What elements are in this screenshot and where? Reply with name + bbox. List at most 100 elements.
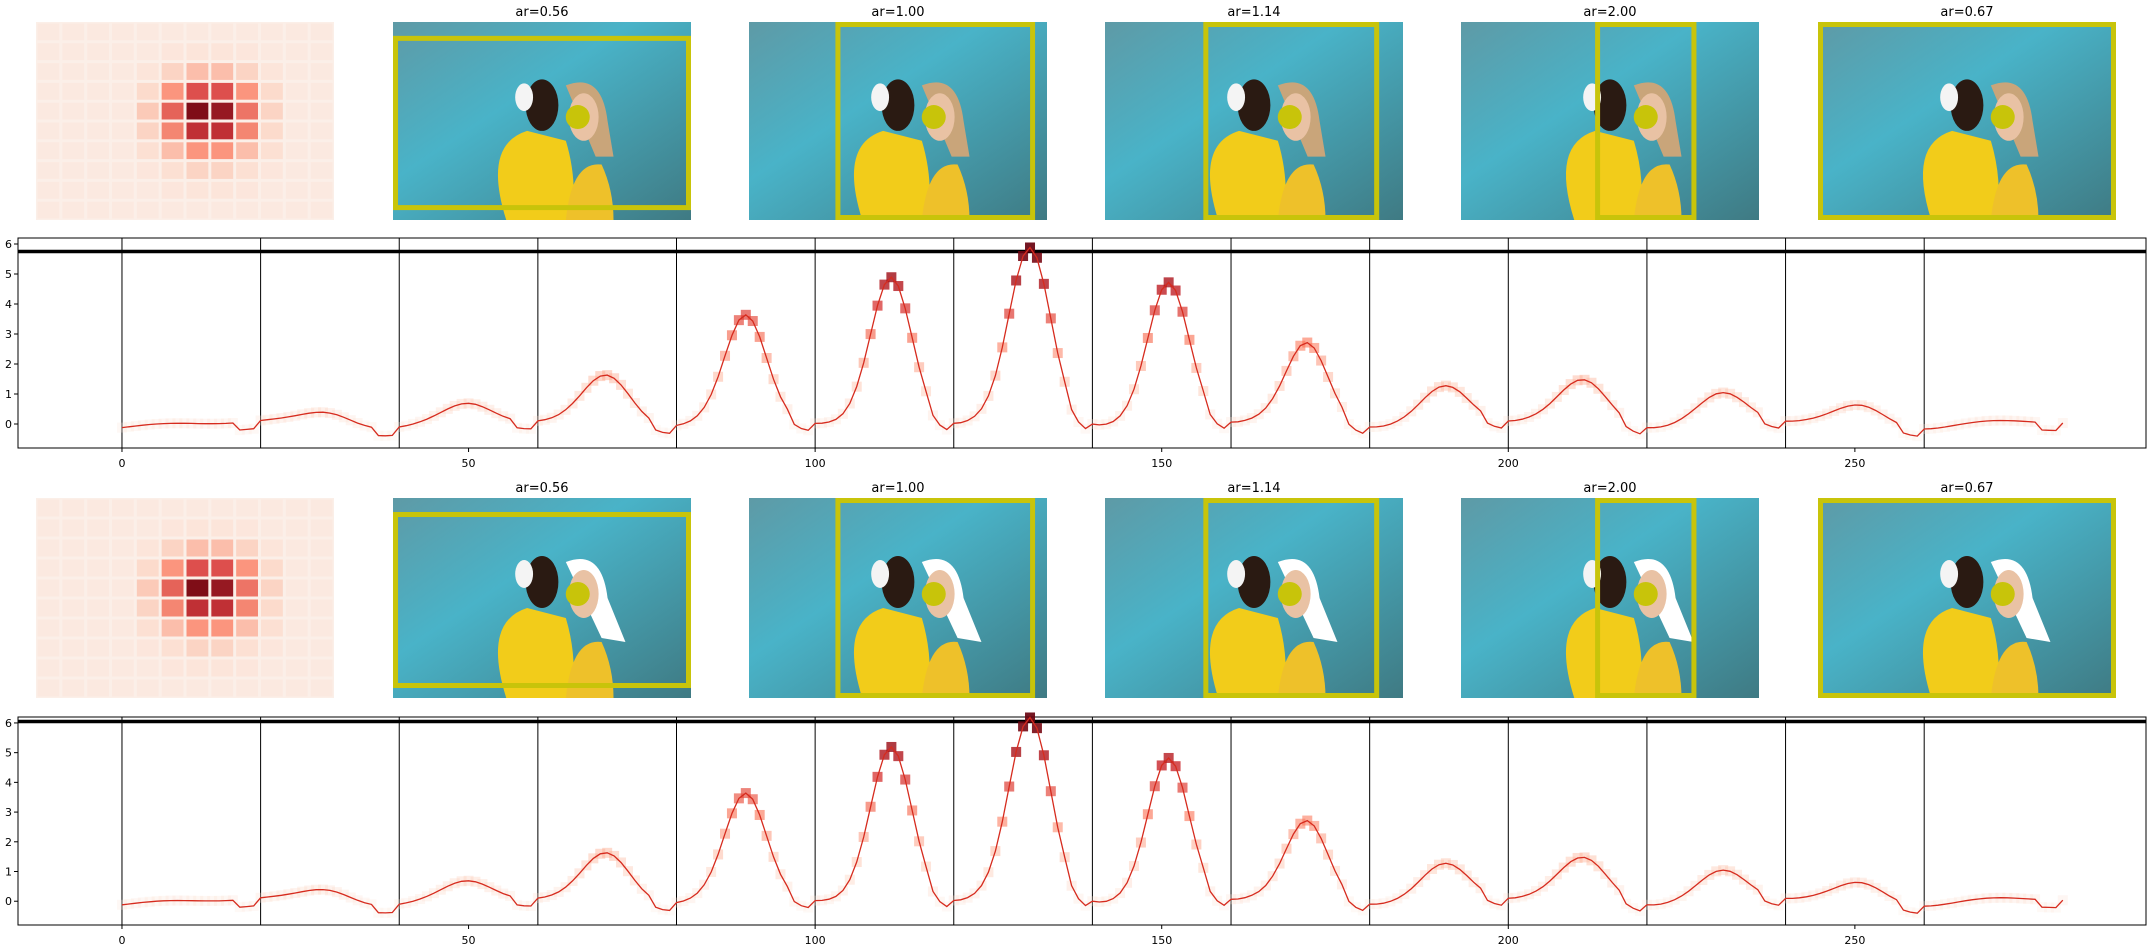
heatmap-cell <box>261 122 283 140</box>
heatmap-cell <box>112 181 134 199</box>
heatmap-cell <box>62 679 85 697</box>
heatmap-cell <box>236 102 258 120</box>
crop-frame <box>1818 22 2116 220</box>
heatmap-cell <box>112 559 134 577</box>
heatmap-cell <box>261 659 283 677</box>
heatmap-cell <box>161 499 184 517</box>
heatmap-cell <box>136 659 159 677</box>
thumbnail-title: ar=0.67 <box>1940 481 1993 496</box>
heatmap-cell <box>161 181 184 199</box>
person-right-top <box>1633 641 1682 698</box>
heatmap-cell <box>87 619 109 637</box>
headphones-icon <box>515 560 534 588</box>
heatmap-cell <box>285 23 308 41</box>
heatmap-cell <box>112 142 134 160</box>
thumbnail-title: ar=0.56 <box>515 5 568 20</box>
heatmap-cell <box>261 559 283 577</box>
heatmap-cell <box>310 162 333 179</box>
heatmap-cell <box>87 499 109 517</box>
heatmap-cell <box>37 579 60 597</box>
heatmap-cell <box>236 142 258 160</box>
person-left-shirt <box>1922 608 1999 698</box>
heatmap-cell <box>37 679 60 697</box>
focus-dot <box>565 582 590 606</box>
heatmap-cell <box>136 599 159 617</box>
plot-frame <box>17 237 2147 449</box>
heatmap-cell <box>261 519 283 537</box>
photo-thumbnail: ar=1.00 <box>749 481 1047 698</box>
x-tick-label: 0 <box>118 457 125 470</box>
heatmap-cell <box>62 201 85 219</box>
heatmap-cell <box>186 181 209 199</box>
heatmap-cell <box>62 162 85 179</box>
heatmap-cell <box>236 181 258 199</box>
heatmap-cell <box>285 63 308 80</box>
heatmap-cell <box>211 162 234 179</box>
heatmap-cell <box>236 519 258 537</box>
heatmap-cell <box>87 122 109 140</box>
person-right-top <box>1990 641 2039 698</box>
heatmap-cell <box>112 639 134 657</box>
heatmap-cell <box>236 639 258 657</box>
person-left-shirt <box>1565 608 1642 698</box>
heatmap-cell <box>211 599 234 617</box>
heatmap-cell <box>136 499 159 517</box>
heatmap-cell <box>236 23 258 41</box>
y-tick-label: 0 <box>5 418 12 431</box>
person-right-top <box>921 164 970 220</box>
heatmap-cell <box>186 659 209 677</box>
thumbnail-title: ar=1.00 <box>871 5 924 20</box>
y-tick-label: 3 <box>5 328 12 341</box>
x-tick-label: 250 <box>1844 457 1865 470</box>
person-left-head <box>881 79 915 131</box>
heatmap-cell <box>37 201 60 219</box>
focus-dot <box>1990 582 2015 606</box>
heatmap-cell <box>37 122 60 140</box>
heatmap-cell <box>211 679 234 697</box>
heatmap-cell <box>62 102 85 120</box>
heatmap-cell <box>261 82 283 100</box>
heatmap-cell <box>310 619 333 637</box>
person-left-shirt <box>853 608 930 698</box>
heatmap-cell <box>186 519 209 537</box>
headphones-icon <box>871 560 890 588</box>
heatmap-cell <box>37 102 60 120</box>
heatmap-cell <box>236 559 258 577</box>
heatmap-cell <box>112 201 134 219</box>
heatmap-cell <box>186 579 209 597</box>
heatmap-cell <box>62 122 85 140</box>
heatmap-cell <box>161 63 184 80</box>
top-row: ar=0.56 ar=1.00 ar=1.14 ar=2.00 ar=0.67 0 1 2 3 4… <box>5 5 2147 470</box>
x-tick-label: 0 <box>118 934 125 947</box>
heatmap-cell <box>87 23 109 41</box>
score-line-plot: 0 1 2 3 4 5 6 0 50 100 150 200 250 <box>5 712 2147 947</box>
data-point <box>116 422 127 433</box>
heatmap-cell <box>285 43 308 61</box>
heatmap-cell <box>161 579 184 597</box>
heatmap-cell <box>186 619 209 637</box>
heatmap-cell <box>87 201 109 219</box>
heatmap-cell <box>136 639 159 657</box>
heatmap-cell <box>236 659 258 677</box>
heatmap-cell <box>136 63 159 80</box>
heatmap-cell <box>62 181 85 199</box>
heatmap-cell <box>261 619 283 637</box>
heatmap-cell <box>161 82 184 100</box>
heatmap-cell <box>136 201 159 219</box>
headphones-icon <box>871 83 890 112</box>
heatmap-cell <box>285 201 308 219</box>
person-left-head <box>1593 79 1627 131</box>
heatmap-cell <box>136 102 159 120</box>
heatmap-cell <box>261 499 283 517</box>
heatmap-cell <box>261 639 283 657</box>
heatmap-cell <box>285 82 308 100</box>
heatmap-cell <box>211 201 234 219</box>
heatmap-cell <box>310 539 333 557</box>
heatmap-cell <box>161 639 184 657</box>
heatmap-cell <box>261 162 283 179</box>
person-right-top <box>1277 641 1326 698</box>
heatmap-cell <box>87 659 109 677</box>
person-left-head <box>881 556 915 608</box>
heatmap-cell <box>62 519 85 537</box>
heatmap-cell <box>310 43 333 61</box>
